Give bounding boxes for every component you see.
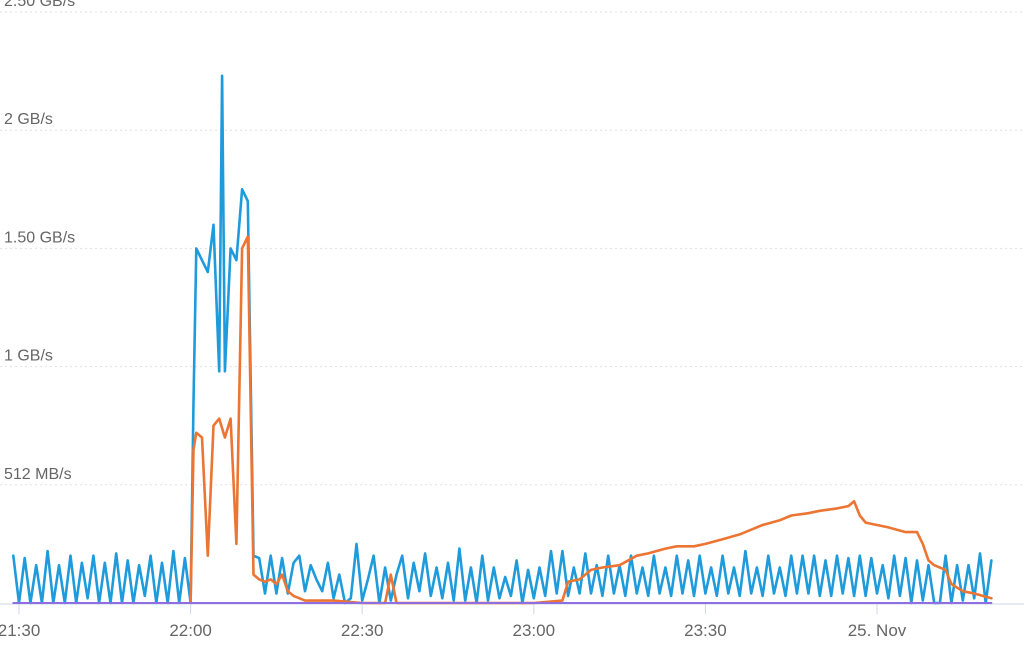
- x-tick-label: 22:00: [169, 621, 212, 640]
- y-axis-ticks: 2.50 GB/s 2 GB/s 1.50 GB/s 1 GB/s 512 MB/s: [4, 0, 75, 483]
- x-tick-label: 21:30: [0, 621, 40, 640]
- series-line-2: [189, 235, 993, 605]
- x-axis-ticks: 21:30 22:00 22:30 23:00 23:30 25. Nov: [0, 604, 907, 640]
- x-tick-label: 22:30: [341, 621, 384, 640]
- series-line-1: [12, 74, 993, 605]
- x-tick-label: 23:30: [684, 621, 727, 640]
- x-tick-label: 23:00: [513, 621, 556, 640]
- y-tick-label: 2 GB/s: [4, 111, 53, 128]
- y-tick-label: 2.50 GB/s: [4, 0, 75, 10]
- x-tick-label: 25. Nov: [848, 621, 907, 640]
- y-tick-label: 1 GB/s: [4, 348, 53, 365]
- grid-lines: [0, 11, 1024, 605]
- y-tick-label: 512 MB/s: [4, 466, 72, 483]
- y-tick-label: 1.50 GB/s: [4, 229, 75, 246]
- series-lines: [12, 74, 993, 605]
